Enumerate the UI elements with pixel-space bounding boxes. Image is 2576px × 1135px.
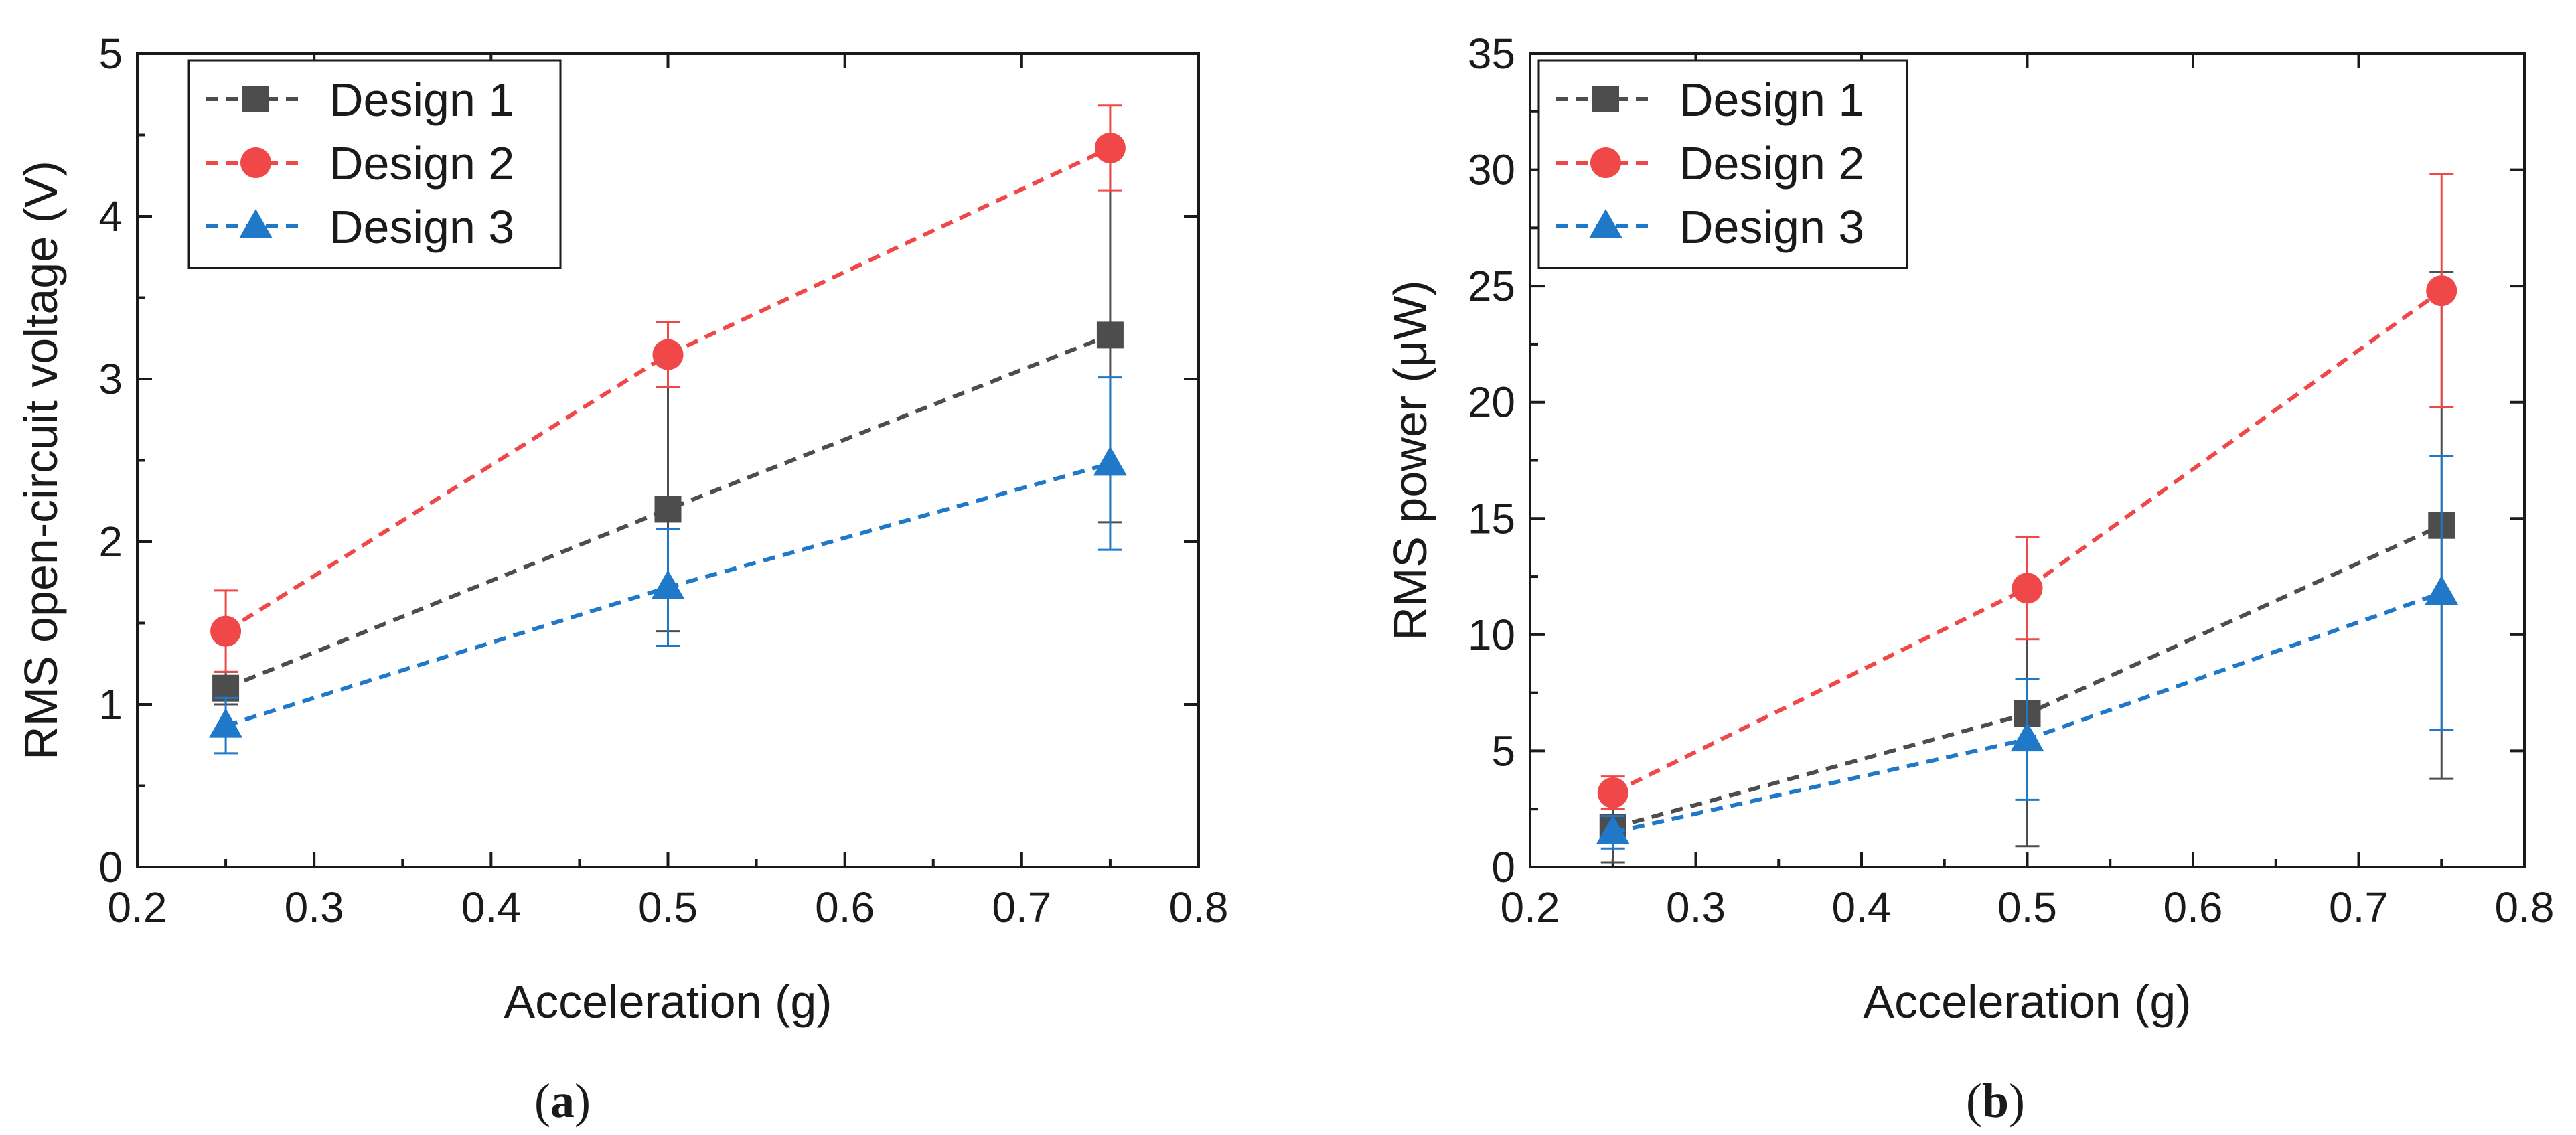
x-tick-label: 0.2	[1501, 883, 1560, 931]
x-tick-label: 0.7	[992, 883, 1051, 931]
y-tick-label: 20	[1468, 378, 1515, 427]
x-tick-label: 0.6	[2164, 883, 2223, 931]
x-tick-label: 0.2	[108, 883, 167, 931]
legend-marker	[1592, 86, 1619, 112]
y-tick-label: 5	[1491, 727, 1515, 775]
data-point	[209, 708, 243, 738]
legend-marker	[242, 86, 269, 112]
legend-label: Design 3	[1679, 201, 1864, 253]
y-tick-label: 2	[98, 518, 123, 566]
y-axis-title: RMS power (μW)	[1384, 280, 1436, 640]
series-triangle	[1596, 455, 2459, 850]
x-tick-label: 0.8	[2495, 883, 2555, 931]
x-tick-label: 0.4	[461, 883, 521, 931]
data-point	[2426, 275, 2457, 307]
y-axis-title: RMS open-circuit voltage (V)	[15, 161, 67, 760]
x-tick-label: 0.3	[1666, 883, 1726, 931]
y-tick-label: 5	[98, 29, 123, 78]
legend-marker	[239, 209, 273, 238]
y-tick-label: 15	[1468, 494, 1515, 542]
legend-label: Design 1	[329, 74, 514, 126]
x-tick-label: 0.5	[1997, 883, 2057, 931]
data-point	[2012, 573, 2043, 604]
legend: Design 1 Design 2 Design 3	[1537, 59, 1908, 269]
legend-marker	[240, 147, 271, 178]
legend-label: Design 2	[1679, 137, 1864, 190]
y-tick-label: 4	[98, 192, 123, 240]
data-point	[2010, 722, 2044, 752]
y-tick-label: 3	[98, 355, 123, 403]
data-point	[1094, 132, 1126, 163]
series-square	[212, 147, 1124, 706]
data-point	[652, 339, 684, 370]
x-tick-label: 0.5	[638, 883, 698, 931]
series-triangle	[209, 376, 1127, 755]
legend: Design 1 Design 2 Design 3	[187, 59, 562, 269]
data-point	[1096, 321, 1124, 349]
series-circle	[210, 104, 1126, 673]
y-tick-label: 25	[1468, 262, 1515, 310]
x-axis-title: Acceleration (g)	[504, 976, 832, 1028]
data-point	[210, 615, 242, 647]
series-circle	[1597, 173, 2457, 810]
data-point	[1093, 446, 1127, 476]
y-tick-label: 10	[1468, 611, 1515, 659]
legend-label: Design 3	[329, 201, 514, 253]
y-tick-label: 0	[1491, 843, 1515, 891]
x-tick-label: 0.4	[1832, 883, 1892, 931]
data-point	[1597, 777, 1628, 808]
series-line	[224, 146, 1112, 633]
data-point	[1596, 814, 1630, 844]
series-line	[224, 333, 1112, 690]
data-point	[2425, 575, 2459, 605]
x-axis-title: Acceleration (g)	[1863, 976, 2191, 1028]
x-tick-label: 0.3	[285, 883, 344, 931]
y-tick-label: 30	[1468, 146, 1515, 194]
legend-label: Design 1	[1679, 74, 1864, 126]
x-tick-label: 0.6	[815, 883, 875, 931]
chart-panel-b: 0.2 0.3 0.4 0.5 0.6 0.7 0.8 0 5 10 15 20 25 30 35 Accel…	[1384, 29, 2554, 1128]
panel-label: (a)	[534, 1074, 591, 1128]
y-tick-label: 35	[1468, 29, 1515, 78]
legend-label: Design 2	[329, 137, 514, 190]
legend-marker	[1589, 209, 1622, 238]
y-tick-label: 1	[98, 680, 123, 729]
data-point	[651, 570, 685, 600]
chart-panel-a: 0.2 0.3 0.4 0.5 0.6 0.7 0.8 0 1 2 3 4 5 Acceleration …	[15, 29, 1228, 1128]
x-tick-label: 0.8	[1169, 883, 1229, 931]
legend-marker	[1590, 147, 1621, 178]
data-point	[654, 496, 682, 523]
panel-label: (b)	[1966, 1074, 2025, 1128]
x-tick-label: 0.7	[2329, 883, 2389, 931]
y-tick-label: 0	[98, 843, 123, 891]
